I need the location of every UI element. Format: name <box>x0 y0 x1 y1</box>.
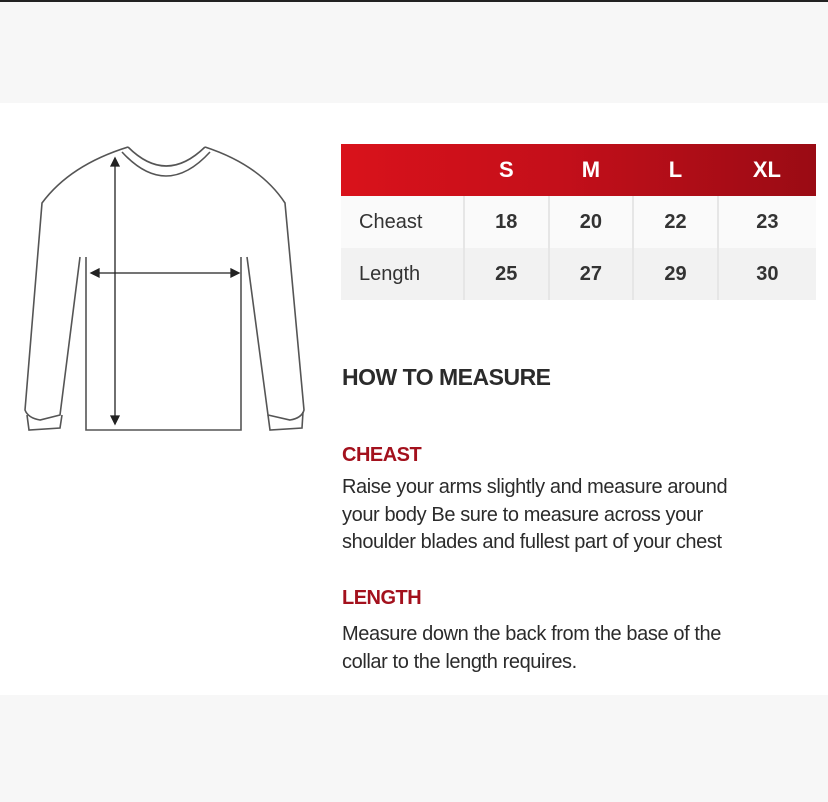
header-size-s: S <box>498 157 514 182</box>
text-line: Measure down the back from the base of t… <box>342 623 721 645</box>
text-line: shoulder blades and fullest part of your… <box>342 531 722 553</box>
cell: 27 <box>547 248 634 300</box>
cell: 29 <box>632 248 718 300</box>
header-size-l: L <box>668 157 683 182</box>
cell: 30 <box>716 248 816 300</box>
size-table: S M L XL Cheast 18 20 22 23 Length 25 27… <box>341 144 816 300</box>
text-line: your body Be sure to measure across your <box>342 503 703 526</box>
left-cuff <box>26 414 63 431</box>
header-blank <box>341 144 464 196</box>
cell: 20 <box>547 196 634 248</box>
sweater-collar <box>121 146 211 177</box>
text-line: collar to the length requires. <box>342 650 577 673</box>
length-heading: LENGTH <box>342 587 422 609</box>
right-cuff <box>267 411 304 431</box>
how-to-measure-title: HOW TO MEASURE <box>342 364 551 390</box>
sweater-illustration-icon <box>24 146 305 431</box>
chest-heading: CHEAST <box>342 444 422 466</box>
table-row: Length 25 27 29 30 <box>341 248 816 300</box>
sweater-outline <box>24 146 305 431</box>
size-header-row: S M L XL <box>341 144 816 196</box>
length-arrow-icon <box>109 156 121 426</box>
table-row: Cheast 18 20 22 23 <box>341 196 816 248</box>
row-label: Cheast <box>359 210 423 233</box>
cell: 18 <box>463 196 549 248</box>
text-line: Raise your arms slightly and measure aro… <box>342 476 728 498</box>
length-instructions: Measure down the back from the base of t… <box>342 621 812 676</box>
chest-instructions: Raise your arms slightly and measure aro… <box>342 474 812 557</box>
cell: 25 <box>463 248 549 300</box>
row-label: Length <box>359 262 421 285</box>
header-size-m: M <box>581 157 601 182</box>
header-size-xl: XL <box>752 157 781 182</box>
top-border <box>0 0 828 2</box>
chest-arrow-icon <box>89 267 241 279</box>
cell: 23 <box>716 196 816 248</box>
cell: 22 <box>632 196 718 248</box>
